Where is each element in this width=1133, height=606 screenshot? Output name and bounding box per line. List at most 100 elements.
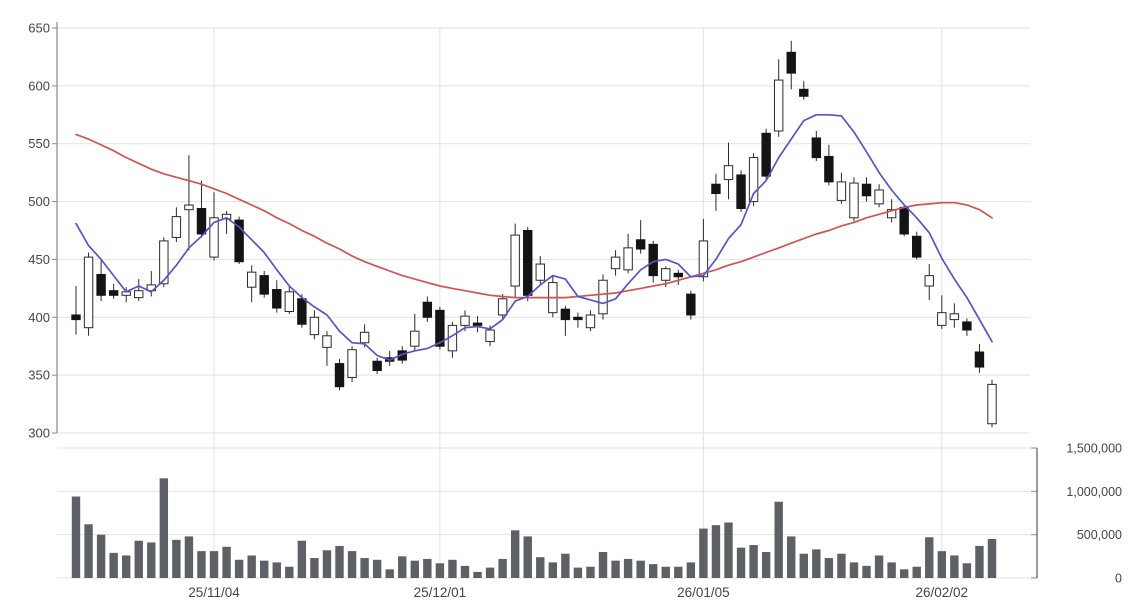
volume-bar [134,540,143,578]
candle-down [259,275,269,295]
volume-bar [410,560,419,578]
volume-bar [523,536,532,578]
candle-down [824,155,834,183]
volume-tick-label: 0 [1115,572,1122,586]
candle-down [899,206,909,235]
volume-bar [172,539,181,578]
volume-bar [975,545,984,578]
date-tick-label: 26/01/05 [677,585,730,600]
volume-bar [649,564,658,578]
volume-bar [285,566,294,578]
volume-bar [485,567,495,578]
volume-bar [598,552,608,578]
volume-bar [247,555,256,578]
candlestick-series [71,40,997,428]
candle-down [786,51,796,74]
volume-bar [548,562,558,578]
candle-down [573,316,583,321]
volume-tick-label: 1,500,000 [1066,442,1122,456]
volume-series [71,478,997,578]
volume-tick-label: 500,000 [1077,528,1122,542]
candle-down [71,314,81,321]
volume-bar [109,552,118,578]
date-tick-label: 25/11/04 [188,585,240,600]
candle-down [711,183,721,194]
volume-bar [837,553,846,578]
volume-bar [711,525,721,578]
volume-bar [385,569,394,578]
volume-bar [950,555,959,578]
price-tick-label: 650 [28,21,50,36]
candle-down [272,289,282,309]
candle-down [673,272,684,278]
candle-up [874,189,884,205]
candle-up [221,213,232,220]
volume-bar [260,560,269,578]
candle-up [723,165,734,181]
price-tick-label: 500 [28,194,50,209]
volume-bar [774,501,783,578]
candle-up [410,330,420,347]
volume-bar [686,562,696,578]
candle-down [108,290,119,296]
volume-bar [586,566,595,578]
volume-bar [623,558,633,578]
volume-bar [661,566,670,578]
candle-down [560,308,571,321]
volume-bar [147,542,156,578]
candle-up [949,313,960,321]
date-tick-label: 26/02/02 [916,585,969,600]
volume-bar [234,559,244,578]
candle-up [159,240,169,285]
volume-bar [498,558,507,578]
volume-bar [460,565,470,578]
volume-bar [611,560,620,578]
candle-up [924,275,934,287]
volume-bar [322,550,332,578]
candle-up [485,329,495,343]
candle-down [635,239,646,250]
price-tick-label: 300 [28,426,50,441]
candle-up [460,315,470,326]
candle-up [773,79,784,132]
candle-down [372,360,382,372]
volume-tick-label: 1,000,000 [1066,485,1122,499]
candle-down [334,363,345,388]
candle-down [686,293,696,316]
volume-bar [96,534,106,578]
ma-short-line [75,113,993,361]
volume-bar [335,545,344,578]
candle-up [598,279,608,315]
candle-up [585,314,596,329]
candle-up [171,216,182,238]
volume-bar [573,567,583,578]
candle-down [422,301,433,318]
candle-down [761,132,771,177]
candle-up [987,383,997,425]
volume-bar [899,569,909,578]
candle-up [535,263,545,281]
volume-bar [272,562,281,578]
candle-down [736,174,746,210]
volume-bar [761,552,771,578]
candle-up [497,298,508,316]
candle-down [962,321,972,331]
candle-up [246,271,257,288]
price-tick-label: 550 [28,136,50,151]
volume-bar [699,528,708,578]
volume-bar [962,563,972,578]
candle-up [209,217,219,258]
volume-bar [987,539,997,578]
volume-bar [812,549,821,578]
candle-down [234,219,244,263]
volume-axis-labels: 1,500,000 1,000,000 500,000 0 [1066,442,1122,586]
volume-bar [222,546,231,578]
date-axis-labels: 25/11/04 25/12/01 26/01/05 26/02/02 [188,585,968,600]
price-grid [52,27,1030,434]
volume-bar [310,558,319,578]
candle-up [284,291,295,313]
volume-bar [787,536,796,578]
ma-short-line-path [75,113,993,361]
candle-up [623,247,633,271]
volume-bar [423,558,432,578]
